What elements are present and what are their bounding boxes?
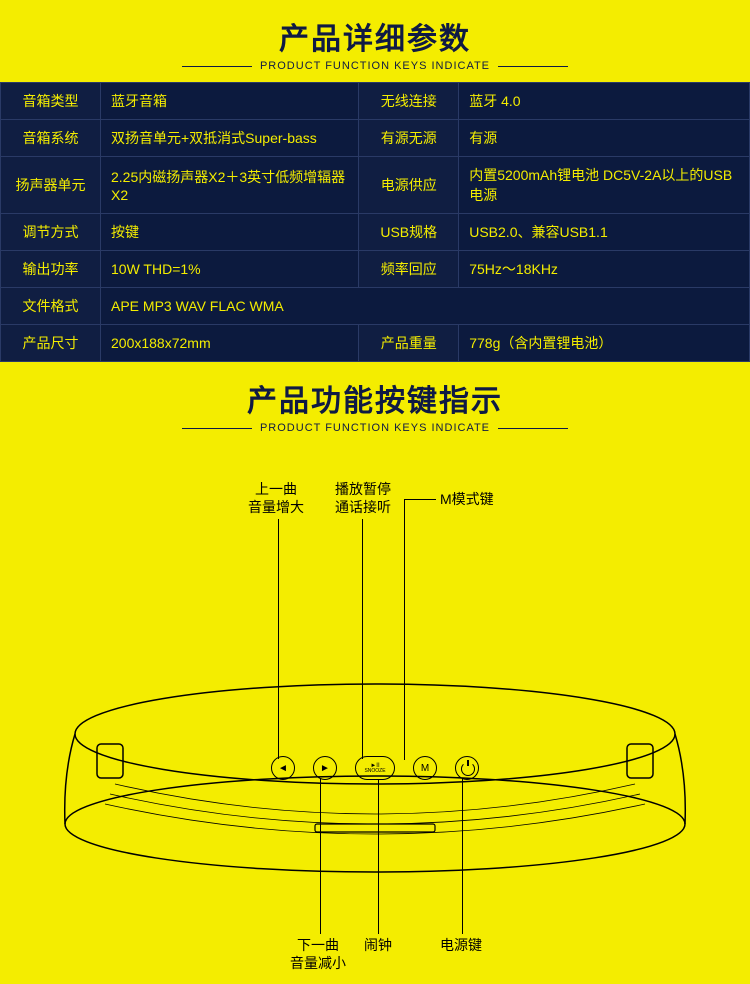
label-prev: 上一曲音量增大 [248,480,304,516]
lead-line [462,779,463,934]
device-buttons: ◄ ► ►IISNOOZE M [271,756,479,780]
label-power: 电源键 [440,936,482,954]
spec-value: 有源 [459,120,750,157]
spec-value: 10W THD=1% [101,251,359,288]
header-func-title: 产品功能按键指示 [0,376,750,420]
spec-label: 产品尺寸 [1,325,101,362]
table-row: 文件格式 APE MP3 WAV FLAC WMA [1,288,750,325]
header-spec: 产品详细参数 PRODUCT FUNCTION KEYS INDICATE [0,0,750,82]
spec-label: 产品重量 [359,325,459,362]
snooze-button-icon: ►IISNOOZE [355,756,395,780]
power-button-icon [455,756,479,780]
spec-value: 双扬音单元+双抵消式Super-bass [101,120,359,157]
table-row: 音箱系统 双扬音单元+双抵消式Super-bass 有源无源 有源 [1,120,750,157]
spec-value: 2.25内磁扬声器X2＋3英寸低频增辐器X2 [101,157,359,214]
lead-line [378,779,379,934]
spec-label: 无线连接 [359,83,459,120]
table-row: 调节方式 按键 USB规格 USB2.0、兼容USB1.1 [1,214,750,251]
spec-value: 内置5200mAh锂电池 DC5V-2A以上的USB电源 [459,157,750,214]
spec-value: APE MP3 WAV FLAC WMA [101,288,750,325]
spec-label: 频率回应 [359,251,459,288]
button-diagram: 上一曲音量增大 播放暂停通话接听 M模式键 [0,444,750,984]
header-spec-sub: PRODUCT FUNCTION KEYS INDICATE [260,60,490,72]
spec-label: 输出功率 [1,251,101,288]
spec-label: 音箱类型 [1,83,101,120]
spec-value: 蓝牙 4.0 [459,83,750,120]
label-snooze: 闹钟 [364,936,392,954]
label-play: 播放暂停通话接听 [335,480,391,516]
mode-button-icon: M [413,756,437,780]
lead-line [320,779,321,934]
spec-label: 文件格式 [1,288,101,325]
next-button-icon: ► [313,756,337,780]
label-mode: M模式键 [440,490,494,508]
spec-label: 扬声器单元 [1,157,101,214]
spec-value: 200x188x72mm [101,325,359,362]
spec-label: 有源无源 [359,120,459,157]
spec-value: USB2.0、兼容USB1.1 [459,214,750,251]
table-row: 输出功率 10W THD=1% 频率回应 75Hz～18KHz [1,251,750,288]
spec-value: 蓝牙音箱 [101,83,359,120]
table-row: 产品尺寸 200x188x72mm 产品重量 778g（含内置锂电池） [1,325,750,362]
spec-value: 778g（含内置锂电池） [459,325,750,362]
spec-label: 电源供应 [359,157,459,214]
spec-table: 音箱类型 蓝牙音箱 无线连接 蓝牙 4.0 音箱系统 双扬音单元+双抵消式Sup… [0,82,750,362]
spec-label: USB规格 [359,214,459,251]
header-func: 产品功能按键指示 PRODUCT FUNCTION KEYS INDICATE [0,362,750,444]
prev-button-icon: ◄ [271,756,295,780]
lead-line [404,499,436,500]
spec-value: 按键 [101,214,359,251]
header-func-sub: PRODUCT FUNCTION KEYS INDICATE [260,422,490,434]
header-spec-title: 产品详细参数 [0,14,750,58]
label-next: 下一曲音量减小 [290,936,346,972]
spec-value: 75Hz～18KHz [459,251,750,288]
spec-label: 调节方式 [1,214,101,251]
spec-label: 音箱系统 [1,120,101,157]
table-row: 音箱类型 蓝牙音箱 无线连接 蓝牙 4.0 [1,83,750,120]
table-row: 扬声器单元 2.25内磁扬声器X2＋3英寸低频增辐器X2 电源供应 内置5200… [1,157,750,214]
